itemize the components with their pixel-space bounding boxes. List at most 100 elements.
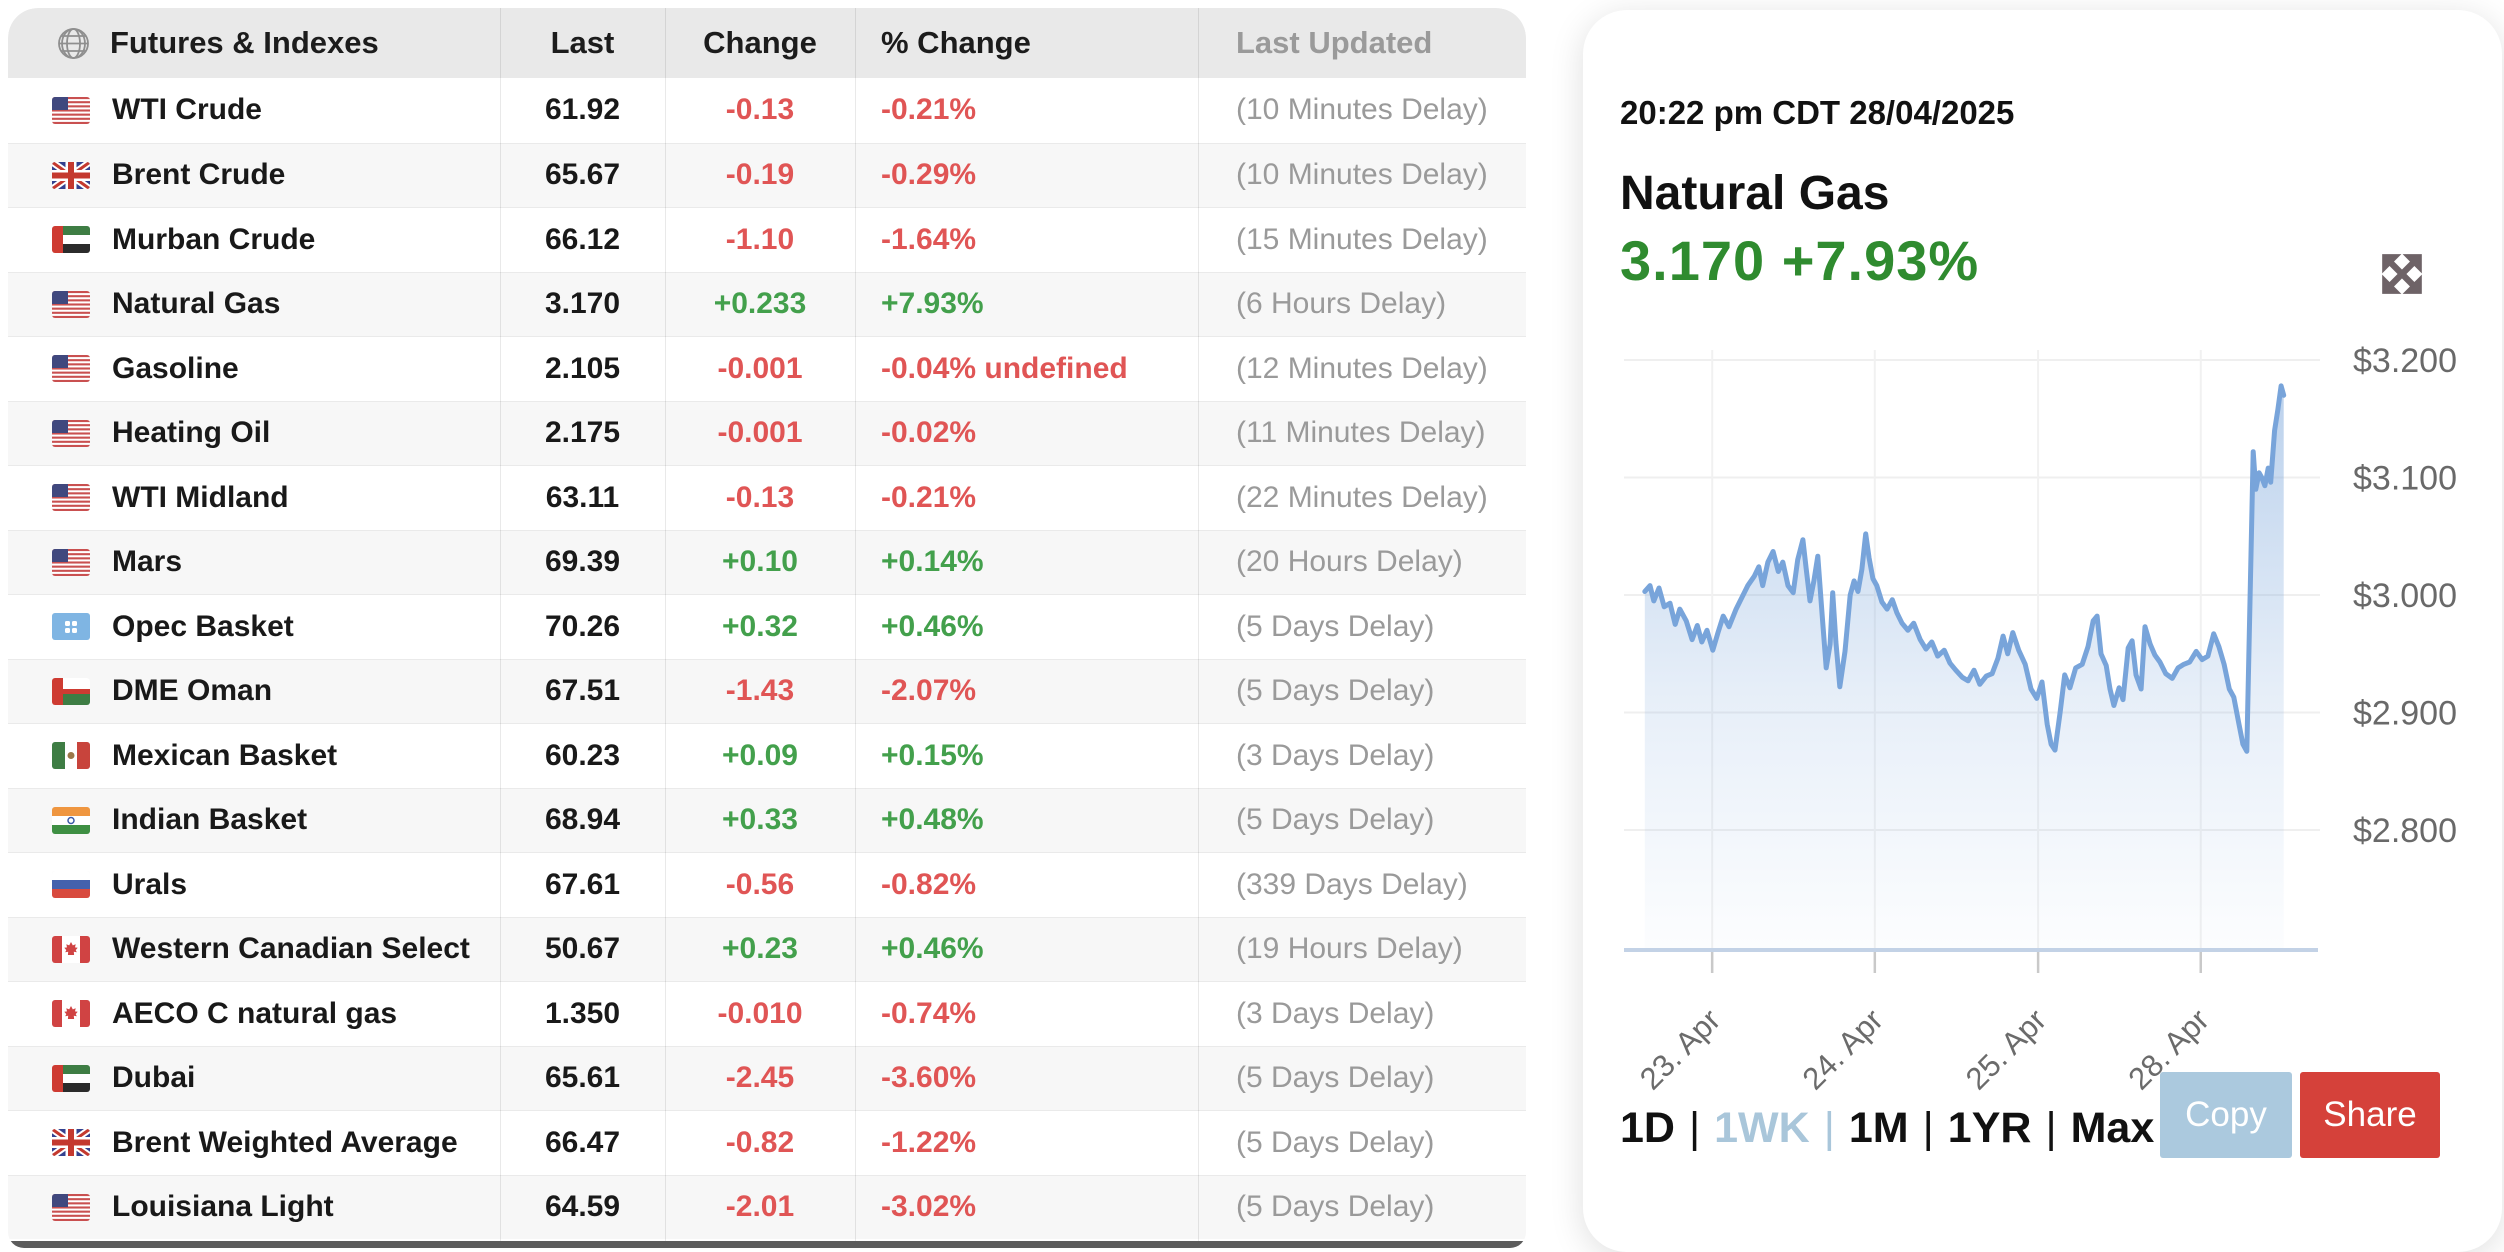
- instrument-name-cell: Natural Gas: [8, 273, 500, 337]
- range-1wk[interactable]: 1WK: [1714, 1103, 1810, 1152]
- last-price: 60.23: [544, 738, 621, 772]
- change-value: -2.45: [725, 1061, 795, 1095]
- flag-mx-icon: [52, 742, 90, 770]
- range-1m[interactable]: 1M: [1848, 1103, 1909, 1152]
- futures-table-card: Futures & Indexes Last Change % Change L…: [8, 8, 1526, 1248]
- table-row[interactable]: Brent Weighted Average 66.47 -0.82 -1.22% (5…: [8, 1110, 1526, 1175]
- y-axis-label: $2.800: [2353, 812, 2457, 850]
- flag-gb-icon: [52, 161, 90, 189]
- last-price: 66.12: [544, 222, 621, 256]
- range-max[interactable]: Max: [2070, 1103, 2155, 1152]
- range-separator: |: [1922, 1103, 1934, 1152]
- table-row[interactable]: Heating Oil 2.175 -0.001 -0.02% (11 Minutes …: [8, 400, 1526, 465]
- range-1d[interactable]: 1D: [1620, 1103, 1675, 1152]
- flag-us-icon: [52, 548, 90, 576]
- last-updated: (3 Days Delay): [1236, 738, 1435, 772]
- table-row[interactable]: Mars 69.39 +0.10 +0.14% (20 Hours Delay): [8, 529, 1526, 594]
- percent-change: +0.15%: [881, 738, 984, 772]
- table-row[interactable]: Indian Basket 68.94 +0.33 +0.48% (5 Days Del…: [8, 787, 1526, 852]
- instrument-name: Gasoline: [112, 351, 239, 385]
- last-updated: (3 Days Delay): [1236, 996, 1435, 1030]
- last-price: 1.350: [544, 996, 621, 1030]
- change-value: -0.19: [725, 158, 795, 192]
- instrument-name-cell: Murban Crude: [8, 208, 500, 272]
- change-value: +0.09: [722, 738, 798, 772]
- instrument-name-cell: Louisiana Light: [8, 1176, 500, 1240]
- last-price: 2.175: [544, 416, 621, 450]
- last-updated: (5 Days Delay): [1236, 609, 1435, 643]
- table-header: Futures & Indexes Last Change % Change L…: [8, 8, 1526, 78]
- percent-change: -0.29%: [881, 158, 977, 192]
- percent-change: -1.22%: [881, 1125, 977, 1159]
- change-value: -1.10: [725, 222, 795, 256]
- instrument-name-cell: Mexican Basket: [8, 724, 500, 788]
- table-row[interactable]: Murban Crude 66.12 -1.10 -1.64% (15 Minutes …: [8, 207, 1526, 272]
- flag-ae-icon: [52, 1064, 90, 1092]
- instrument-name: Murban Crude: [112, 222, 316, 256]
- table-row[interactable]: Gasoline 2.105 -0.001 -0.04% undefined (12 M…: [8, 336, 1526, 401]
- table-row[interactable]: Natural Gas 3.170 +0.233 +7.93% (6 Hours Del…: [8, 271, 1526, 337]
- instrument-name-cell: WTI Crude: [8, 78, 500, 143]
- header-last-updated: Last Updated: [1236, 25, 1433, 60]
- instrument-title: Natural Gas: [1620, 167, 1890, 220]
- flag-us-icon: [52, 1193, 90, 1221]
- table-row[interactable]: Urals 67.61 -0.56 -0.82% (339 Days Delay): [8, 852, 1526, 917]
- last-updated: (19 Hours Delay): [1236, 932, 1463, 966]
- instrument-name: AECO C natural gas: [112, 996, 398, 1030]
- quote-timestamp: 20:22 pm CDT 28/04/2025: [1620, 94, 2015, 131]
- change-value: +0.10: [722, 545, 798, 579]
- last-updated: (5 Days Delay): [1236, 1061, 1435, 1095]
- instrument-name: Mexican Basket: [112, 738, 338, 772]
- globe-icon: [55, 25, 92, 62]
- instrument-name-cell: AECO C natural gas: [8, 982, 500, 1046]
- percent-change: -0.21%: [881, 93, 977, 127]
- table-bottom-edge: [8, 1241, 1526, 1248]
- flag-opec-icon: [52, 613, 90, 641]
- percent-change: -2.07%: [881, 674, 977, 708]
- last-updated: (12 Minutes Delay): [1236, 351, 1488, 385]
- instrument-name: Brent Weighted Average: [112, 1125, 458, 1159]
- range-1yr[interactable]: 1YR: [1947, 1103, 2032, 1152]
- table-row[interactable]: Mexican Basket 60.23 +0.09 +0.15% (3 Days De…: [8, 723, 1526, 788]
- copy-button[interactable]: Copy: [2160, 1072, 2292, 1158]
- y-axis-label: $3.200: [2353, 342, 2457, 380]
- percent-change: -0.21%: [881, 480, 977, 514]
- table-row[interactable]: DME Oman 67.51 -1.43 -2.07% (5 Days Delay): [8, 658, 1526, 723]
- expand-icon[interactable]: [2378, 250, 2426, 298]
- instrument-name: Mars: [112, 545, 183, 579]
- table-row[interactable]: WTI Midland 63.11 -0.13 -0.21% (22 Minutes D…: [8, 465, 1526, 530]
- header-pct-change: % Change: [881, 25, 1031, 60]
- percent-change: +7.93%: [881, 287, 984, 321]
- instrument-name: Indian Basket: [112, 803, 308, 837]
- percent-change: -1.64%: [881, 222, 977, 256]
- flag-us-icon: [52, 355, 90, 383]
- instrument-name-cell: Opec Basket: [8, 595, 500, 659]
- chart-area-fill: [1644, 385, 2284, 950]
- instrument-name: Dubai: [112, 1061, 196, 1095]
- x-axis-label: 25. Apr: [1959, 1002, 2053, 1096]
- flag-us-icon: [52, 96, 90, 124]
- share-button[interactable]: Share: [2300, 1072, 2440, 1158]
- instrument-name: Natural Gas: [112, 287, 281, 321]
- table-row[interactable]: Western Canadian Select 50.67 +0.23 +0.46% (…: [8, 916, 1526, 981]
- table-row[interactable]: WTI Crude 61.92 -0.13 -0.21% (10 Minutes Del…: [8, 78, 1526, 143]
- percent-change: -0.74%: [881, 996, 977, 1030]
- instrument-name-cell: Urals: [8, 853, 500, 917]
- change-value: -0.56: [725, 867, 795, 901]
- last-price: 61.92: [544, 93, 621, 127]
- last-price: 65.61: [544, 1061, 621, 1095]
- range-separator: |: [1688, 1103, 1701, 1152]
- table-row[interactable]: Dubai 65.61 -2.45 -3.60% (5 Days Delay): [8, 1045, 1526, 1110]
- instrument-name: Brent Crude: [112, 158, 286, 192]
- table-row[interactable]: Louisiana Light 64.59 -2.01 -3.02% (5 Days D…: [8, 1174, 1526, 1240]
- table-row[interactable]: Opec Basket 70.26 +0.32 +0.46% (5 Days Delay…: [8, 594, 1526, 659]
- flag-ru-icon: [52, 871, 90, 899]
- instrument-name-cell: Brent Crude: [8, 144, 500, 208]
- last-updated: (5 Days Delay): [1236, 803, 1435, 837]
- table-row[interactable]: Brent Crude 65.67 -0.19 -0.29% (10 Minutes D…: [8, 142, 1526, 208]
- range-separator: |: [2045, 1103, 2057, 1152]
- table-row[interactable]: AECO C natural gas 1.350 -0.010 -0.74% (3 Da…: [8, 981, 1526, 1046]
- flag-us-icon: [52, 484, 90, 512]
- last-price: 50.67: [544, 932, 621, 966]
- change-value: -0.13: [725, 480, 795, 514]
